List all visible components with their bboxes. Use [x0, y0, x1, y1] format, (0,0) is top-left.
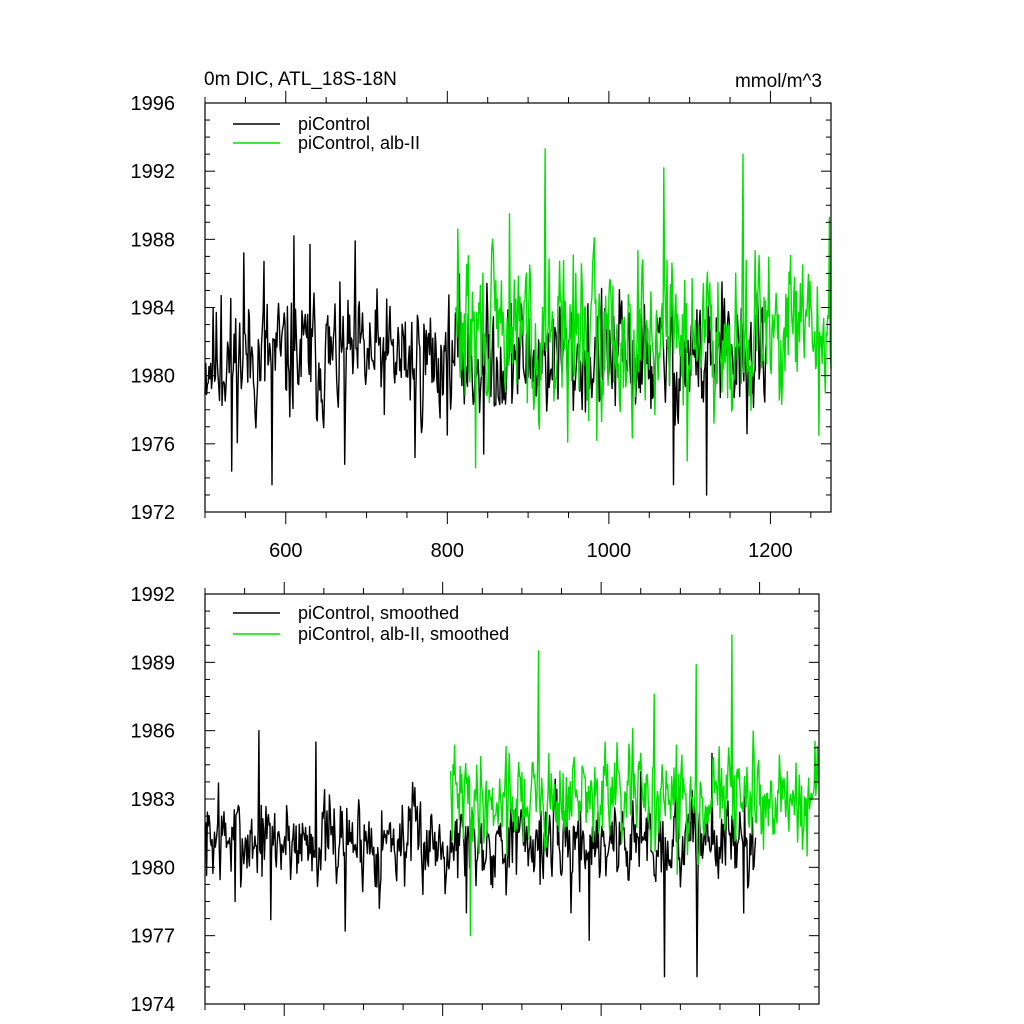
bottom-ytick-label-0: 1974 — [131, 994, 176, 1016]
top-xtick-label-1: 800 — [431, 540, 464, 562]
bottom-ytick-label-1: 1977 — [131, 926, 176, 948]
top-title-right: mmol/m^3 — [735, 71, 822, 92]
top-ytick-label-3: 1984 — [131, 298, 176, 320]
bottom-legend-label-0: piControl, smoothed — [298, 603, 459, 623]
bottom-panel: 1974 1977 1980 1983 1986 1989 1992 piControl, … — [131, 582, 820, 1016]
top-ytick-label-1: 1976 — [131, 434, 176, 456]
bottom-series-line-0 — [204, 730, 757, 978]
bottom-axis-ticks: 1974 1977 1980 1983 1986 1989 1992 — [131, 582, 819, 1016]
bottom-plot-frame — [204, 593, 820, 1005]
bottom-ytick-label-6: 1992 — [131, 584, 176, 606]
top-legend-label-1: piControl, alb-II — [298, 133, 420, 153]
top-xtick-label-3: 1200 — [748, 540, 793, 562]
top-plot-frame — [204, 102, 832, 513]
bottom-ytick-label-2: 1980 — [131, 857, 176, 879]
bottom-plot-area — [204, 634, 820, 978]
top-xtick-label-0: 600 — [269, 540, 302, 562]
bottom-series-line-1 — [449, 634, 820, 937]
top-ytick-label-6: 1996 — [131, 93, 176, 115]
top-legend-label-0: piControl — [298, 114, 370, 134]
bottom-legend: piControl, smoothed piControl, alb-II, s… — [233, 603, 509, 644]
top-series-line-1 — [454, 148, 832, 469]
bottom-ytick-label-3: 1983 — [131, 789, 176, 811]
top-xtick-label-2: 1000 — [587, 540, 632, 562]
top-panel: 0m DIC, ATL_18S-18N mmol/m^3 1972 1976 198… — [131, 69, 832, 562]
bottom-ytick-label-5: 1989 — [131, 652, 176, 674]
top-ytick-label-5: 1992 — [131, 161, 176, 183]
bottom-legend-label-1: piControl, alb-II, smoothed — [298, 624, 509, 644]
top-plot-area — [204, 148, 832, 496]
top-legend: piControl piControl, alb-II — [233, 114, 420, 153]
top-axis-ticks: 1972 1976 1980 1984 1988 1992 1996 600 800 1000 12… — [131, 91, 831, 562]
top-title-left: 0m DIC, ATL_18S-18N — [204, 69, 397, 90]
top-ytick-label-4: 1988 — [131, 229, 176, 251]
top-ytick-label-0: 1972 — [131, 502, 176, 524]
top-ytick-label-2: 1980 — [131, 366, 176, 388]
bottom-ytick-label-4: 1986 — [131, 721, 176, 743]
